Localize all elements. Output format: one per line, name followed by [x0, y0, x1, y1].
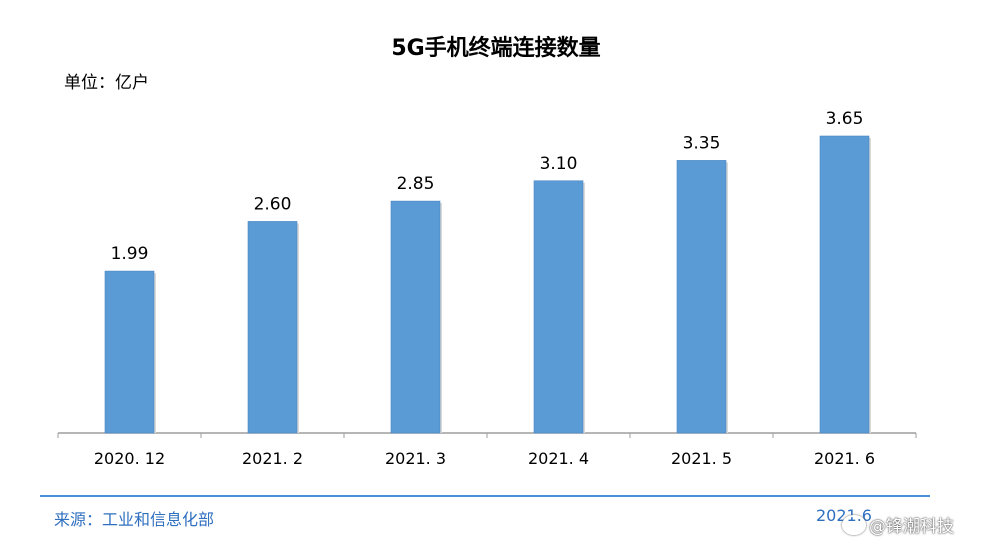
- chart-title: 5G手机终端连接数量: [391, 36, 601, 61]
- weibo-icon: [842, 514, 866, 535]
- footer-divider: [40, 495, 930, 497]
- bar-chart: 1.99 2020. 12 2.60 2021. 2 2.85 2021. 3 3.10 20…: [57, 109, 917, 468]
- data-label: 2.85: [397, 174, 435, 194]
- x-tick-label: 2021. 2: [242, 449, 303, 468]
- x-tick-label: 2021. 4: [528, 449, 589, 468]
- x-tick-label: 2021. 5: [671, 449, 732, 468]
- bar: [676, 160, 727, 434]
- bar: [247, 221, 298, 434]
- source-text: 来源：工业和信息化部: [54, 510, 215, 529]
- bar: [390, 200, 441, 434]
- data-label: 3.10: [540, 154, 578, 174]
- x-tick-label: 2021. 6: [814, 449, 875, 468]
- unit-label: 单位：亿户: [64, 73, 149, 93]
- data-label: 1.99: [111, 244, 149, 264]
- x-tick-label: 2020. 12: [94, 449, 165, 468]
- x-tick-label: 2021. 3: [385, 449, 446, 468]
- data-label: 2.60: [254, 194, 292, 214]
- bar: [819, 135, 870, 434]
- data-label: 3.65: [826, 109, 864, 129]
- bar: [104, 270, 155, 434]
- data-label: 3.35: [683, 133, 721, 153]
- watermark-text: @锋潮科技: [869, 517, 954, 537]
- watermark: @锋潮科技: [842, 512, 954, 537]
- bar: [533, 180, 584, 434]
